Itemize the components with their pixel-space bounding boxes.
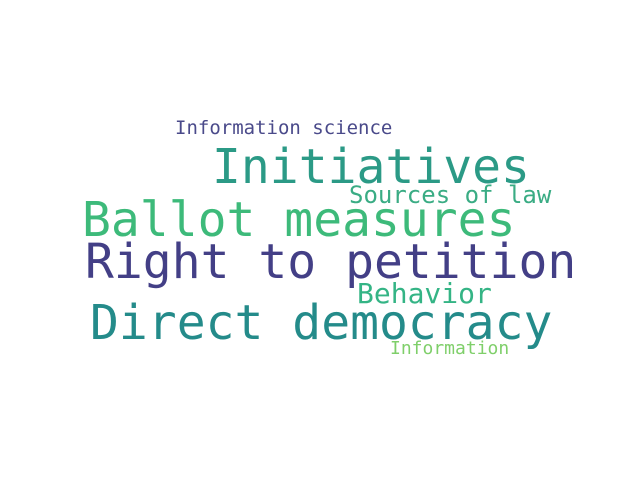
word-initiatives: Initiatives bbox=[212, 139, 530, 195]
word-sources-of-law: Sources of law bbox=[349, 181, 552, 209]
word-behavior: Behavior bbox=[357, 277, 492, 310]
word-information: Information bbox=[390, 338, 510, 359]
word-ballot-measures: Ballot measures bbox=[82, 192, 516, 248]
word-information-science: Information science bbox=[175, 117, 393, 139]
word-right-to-petition: Right to petition bbox=[85, 234, 577, 290]
word-direct-democracy: Direct democracy bbox=[90, 295, 553, 351]
